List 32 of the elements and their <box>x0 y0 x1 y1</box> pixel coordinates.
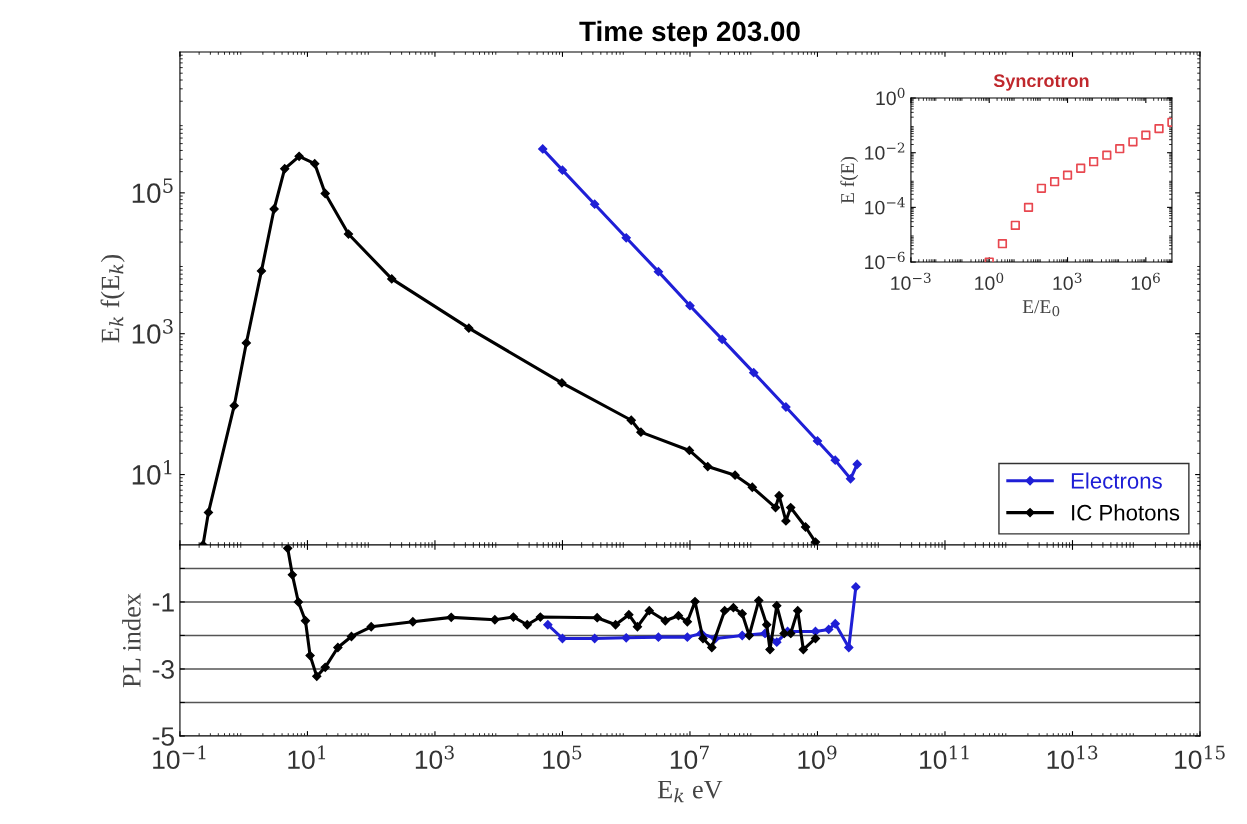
y-tick-label: 10$^{−6}$ <box>865 251 905 270</box>
chart-title: Syncrotron <box>993 74 1089 91</box>
x-axis-title: E$_{k}$ eV <box>657 780 723 803</box>
x-tick-label: 10$^{11}$ <box>920 745 969 770</box>
chart-title: Time step 203.00 <box>579 20 800 47</box>
x-tick-label: 10$^{1}$ <box>288 745 326 770</box>
x-tick-label: 10$^{−3}$ <box>891 272 931 291</box>
y-tick-label: 10$^{0}$ <box>876 87 905 106</box>
legend-label: IC Photons <box>1072 504 1180 521</box>
y-tick-label: -5 <box>152 727 174 746</box>
y-axis-title: PL index <box>122 593 141 688</box>
y-tick-label: -3 <box>152 660 174 679</box>
y-tick-label: 10$^{−2}$ <box>865 142 905 160</box>
y-tick-label: 10$^{−4}$ <box>865 197 905 215</box>
x-tick-label: 10$^{13}$ <box>1047 745 1098 770</box>
y-tick-label: 10$^{1}$ <box>132 459 172 485</box>
x-tick-label: 10$^{−1}$ <box>153 745 206 770</box>
y-axis-title: E$_{k}$ f(E$_{k}$) <box>100 254 125 343</box>
x-tick-label: 10$^{3}$ <box>1053 272 1082 291</box>
x-tick-label: 10$^{5}$ <box>543 745 582 770</box>
x-axis-title: E/E$_{0}$ <box>1022 300 1060 317</box>
y-tick-label: -1 <box>152 593 174 612</box>
y-tick-label: 10$^{5}$ <box>132 178 173 204</box>
y-tick-label: 10$^{3}$ <box>132 319 173 344</box>
y-axis-title: E f(E) <box>840 156 859 204</box>
x-tick-label: 10$^{9}$ <box>798 745 837 770</box>
x-tick-label: 10$^{0}$ <box>975 272 1004 291</box>
x-tick-label: 10$^{6}$ <box>1131 272 1160 291</box>
legend-label: Electrons <box>1071 472 1162 489</box>
x-tick-label: 10$^{3}$ <box>415 745 454 770</box>
x-tick-label: 10$^{7}$ <box>670 745 709 770</box>
x-tick-label: 10$^{15}$ <box>1175 745 1225 770</box>
